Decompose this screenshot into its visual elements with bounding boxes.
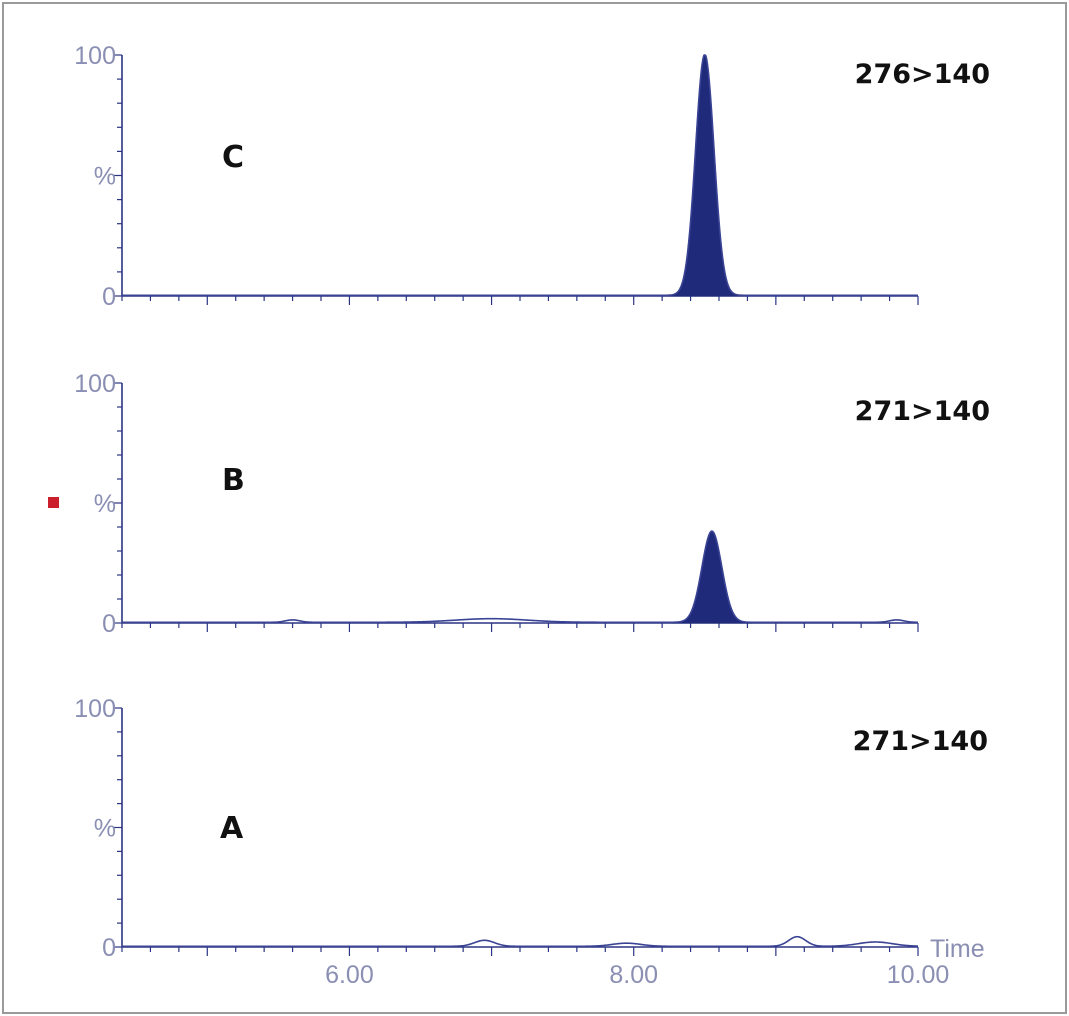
y-axis-percent-label: % xyxy=(94,490,116,518)
transition-label: 276>140 xyxy=(855,59,990,90)
panel-label: B xyxy=(222,463,245,498)
y-axis-percent-label: % xyxy=(94,815,116,843)
peak-area xyxy=(667,54,743,297)
peak-area xyxy=(671,530,753,624)
transition-label: 271>140 xyxy=(855,396,990,427)
y-tick-label-max: 100 xyxy=(74,695,116,723)
x-tick-label: 8.00 xyxy=(609,961,658,989)
y-tick-label-min: 0 xyxy=(102,934,116,962)
transition-label: 271>140 xyxy=(853,726,988,757)
red-marker xyxy=(48,497,59,508)
y-tick-label-max: 100 xyxy=(74,370,116,398)
y-tick-label-min: 0 xyxy=(102,610,116,638)
chromatogram-trace xyxy=(122,530,919,624)
y-tick-label-max: 100 xyxy=(74,42,116,70)
chromatogram-trace xyxy=(122,935,919,948)
x-tick-label: 10.00 xyxy=(887,961,950,989)
panel-label: A xyxy=(220,811,244,846)
chromatogram-trace xyxy=(122,54,918,297)
y-axis-percent-label: % xyxy=(94,163,116,191)
y-tick-label-min: 0 xyxy=(102,283,116,311)
panel-label: C xyxy=(222,140,244,175)
x-tick-label: 6.00 xyxy=(325,961,374,989)
x-axis-label: Time xyxy=(930,935,985,963)
